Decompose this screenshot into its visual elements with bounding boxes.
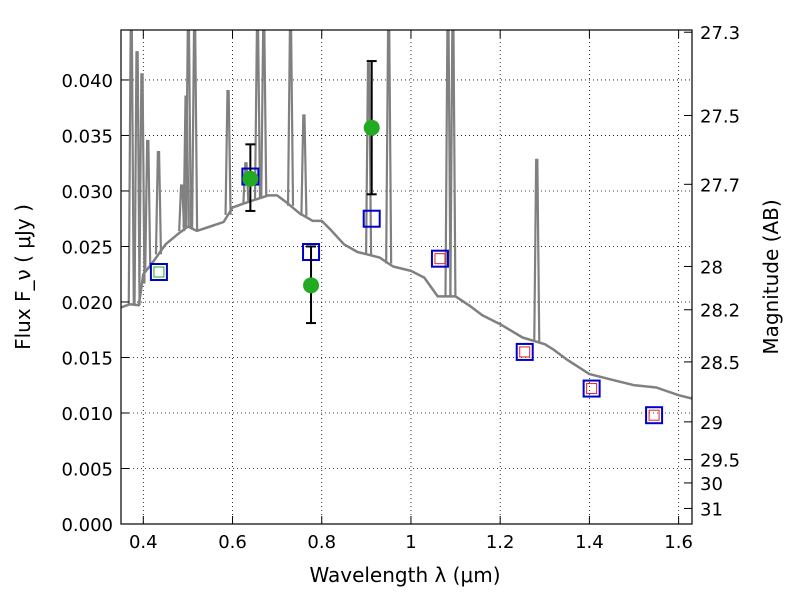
photometry-inner-square <box>434 253 446 265</box>
y2-tick-label: 28.5 <box>700 353 740 374</box>
y2-tick-label: 29 <box>700 413 723 434</box>
y2-tick-label: 29.5 <box>700 451 740 472</box>
y-tick-label: 0.040 <box>61 71 113 92</box>
photometry-square <box>430 249 449 268</box>
y-tick-label: 0.005 <box>61 459 113 480</box>
photometry-square <box>149 263 168 282</box>
emission-line <box>286 30 295 206</box>
y-tick-label: 0.015 <box>61 348 113 369</box>
emission-line <box>364 62 373 255</box>
y2-axis-label: Magnitude (AB) <box>759 199 783 354</box>
x-tick-label: 0.6 <box>218 532 247 553</box>
emission-line <box>191 30 199 230</box>
y-axis-label: Flux F_ν ( μJy ) <box>11 204 35 350</box>
emission-line <box>138 73 146 284</box>
emission-line <box>533 158 541 342</box>
y2-tick-label: 28.2 <box>700 301 740 322</box>
measured-flux-point <box>303 277 320 294</box>
measured-flux-point <box>363 119 380 136</box>
photometry-square <box>362 209 381 228</box>
photometry-inner-square <box>519 346 531 358</box>
photometry-inner-square <box>648 409 660 421</box>
photometry-inner-square <box>586 383 598 395</box>
emission-line <box>253 30 262 199</box>
emission-line <box>260 30 268 197</box>
y-tick-label: 0.025 <box>61 237 113 258</box>
emission-line <box>300 114 308 216</box>
y-tick-label: 0.010 <box>61 404 113 425</box>
emission-line <box>184 30 192 227</box>
emission-line <box>444 30 452 297</box>
photometry-square <box>582 379 601 398</box>
emission-line <box>154 151 163 255</box>
model-spectrum <box>121 30 692 400</box>
x-tick-label: 1.6 <box>664 532 693 553</box>
emission-line <box>385 30 393 264</box>
y2-tick-label: 27.5 <box>700 106 740 127</box>
measured-flux-point <box>242 170 259 187</box>
x-tick-label: 1 <box>405 532 416 553</box>
emission-line <box>133 51 141 306</box>
emission-line <box>144 139 152 269</box>
y2-tick-label: 31 <box>700 499 723 520</box>
x-tick-label: 0.4 <box>129 532 158 553</box>
x-tick-label: 0.8 <box>307 532 336 553</box>
y-tick-label: 0.020 <box>61 293 113 314</box>
y2-tick-label: 27.3 <box>700 23 740 44</box>
y2-tick-label: 28 <box>700 257 723 278</box>
emission-line <box>224 89 232 215</box>
photometry-square <box>645 406 664 425</box>
x-tick-label: 1.4 <box>575 532 604 553</box>
y2-tick-label: 27.7 <box>700 175 740 196</box>
photometry-markers <box>149 60 664 425</box>
emission-line <box>127 30 135 305</box>
spectrum-continuum <box>121 194 692 400</box>
y-tick-label: 0.000 <box>61 515 113 536</box>
axis-ticks: 0.4 0.6 0.8 1 1.2 1.4 1.6 0.000 0.005 0.010 0.015 0… <box>61 23 740 553</box>
y-tick-label: 0.030 <box>61 182 113 203</box>
plot-frame <box>120 29 693 525</box>
photometry-square <box>515 342 534 361</box>
photometry-inner-square <box>153 266 165 278</box>
x-tick-label: 1.2 <box>486 532 515 553</box>
grid-lines <box>121 30 692 525</box>
y-tick-label: 0.035 <box>61 126 113 147</box>
emission-line <box>449 30 457 297</box>
x-axis-label: Wavelength λ (μm) <box>309 563 500 587</box>
y2-tick-label: 30 <box>700 474 723 495</box>
